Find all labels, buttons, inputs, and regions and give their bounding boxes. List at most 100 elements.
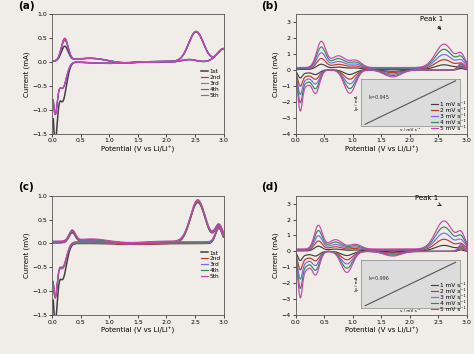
2nd [184,241,190,246]
2 mV s⁻¹ [315,59,320,64]
3 mV s⁻¹ [436,68,442,72]
Y-axis label: Current (mA): Current (mA) [24,51,30,97]
1 mV s⁻¹ [294,67,300,72]
2nd [193,241,199,246]
Line: 2 mV s⁻¹: 2 mV s⁻¹ [297,58,467,86]
1 mV s⁻¹ [319,62,324,66]
1st [50,59,56,63]
4th [72,230,77,234]
3rd [132,60,138,64]
Line: 3 mV s⁻¹: 3 mV s⁻¹ [297,53,467,95]
5th [195,198,201,202]
3rd [50,280,56,285]
1 mV s⁻¹ [428,68,433,72]
4th [53,295,58,299]
Line: 1st: 1st [53,32,224,141]
2nd [53,296,58,300]
5 mV s⁻¹ [294,263,300,268]
4 mV s⁻¹ [417,249,423,253]
Y-axis label: Current (mA): Current (mA) [273,233,279,278]
4th [174,59,180,64]
1 mV s⁻¹ [417,249,423,253]
3 mV s⁻¹ [294,75,300,80]
X-axis label: Potential (V vs Li/Li⁺): Potential (V vs Li/Li⁺) [345,327,418,334]
3 mV s⁻¹ [298,277,303,281]
3 mV s⁻¹ [315,234,320,238]
3rd [193,29,199,34]
3 mV s⁻¹ [315,55,320,59]
Line: 1st: 1st [53,202,224,321]
4 mV s⁻¹ [417,68,423,72]
Text: Peak 1: Peak 1 [420,16,443,29]
4th [193,58,199,63]
2nd [174,59,180,64]
Text: (c): (c) [18,182,34,192]
2nd [193,58,199,63]
1st [193,30,199,34]
2 mV s⁻¹ [294,255,300,259]
1st [53,319,58,324]
4 mV s⁻¹ [315,51,320,55]
X-axis label: Potential (V vs Li/Li⁺): Potential (V vs Li/Li⁺) [345,145,418,153]
4 mV s⁻¹ [436,68,442,72]
2nd [132,242,138,246]
3rd [50,98,56,102]
3 mV s⁻¹ [298,92,303,97]
Line: 5 mV s⁻¹: 5 mV s⁻¹ [297,41,467,111]
4 mV s⁻¹ [298,101,303,105]
5 mV s⁻¹ [315,47,320,51]
1st [195,200,201,205]
5 mV s⁻¹ [319,39,324,44]
2nd [50,241,56,245]
Line: 2 mV s⁻¹: 2 mV s⁻¹ [297,239,467,270]
3rd [184,241,190,245]
5 mV s⁻¹ [294,80,300,85]
2 mV s⁻¹ [341,73,346,77]
1 mV s⁻¹ [417,68,423,72]
4th [193,29,199,34]
X-axis label: Potential (V vs Li/Li⁺): Potential (V vs Li/Li⁺) [101,327,174,334]
3 mV s⁻¹ [294,248,300,252]
4 mV s⁻¹ [376,250,382,255]
2nd [72,231,77,235]
5th [97,240,103,244]
3rd [72,57,77,61]
4 mV s⁻¹ [298,286,303,291]
3rd [97,241,103,245]
2nd [97,241,103,246]
2nd [50,98,56,102]
4th [132,60,138,64]
Line: 5 mV s⁻¹: 5 mV s⁻¹ [297,221,467,298]
4 mV s⁻¹ [341,78,346,82]
Line: 1 mV s⁻¹: 1 mV s⁻¹ [297,245,467,261]
4th [174,240,180,245]
4 mV s⁻¹ [376,69,382,74]
2nd [72,57,77,61]
2nd [195,200,201,205]
4th [97,240,103,245]
2nd [53,113,58,117]
3 mV s⁻¹ [376,69,382,73]
1 mV s⁻¹ [436,249,442,253]
1st [132,60,138,64]
1 mV s⁻¹ [315,244,320,249]
Line: 3rd: 3rd [53,32,224,115]
Line: 4th: 4th [53,32,224,115]
1 mV s⁻¹ [294,249,300,253]
1st [50,298,56,302]
5 mV s⁻¹ [441,219,447,223]
1 mV s⁻¹ [315,64,320,68]
1st [97,241,103,246]
4 mV s⁻¹ [294,66,300,70]
5 mV s⁻¹ [294,247,300,251]
1st [174,241,180,246]
1st [174,59,180,64]
4th [50,98,56,102]
5th [184,240,190,244]
5th [193,240,199,244]
2 mV s⁻¹ [298,84,303,88]
2 mV s⁻¹ [441,237,447,241]
2 mV s⁻¹ [294,248,300,252]
4th [184,58,190,62]
2nd [50,59,56,63]
